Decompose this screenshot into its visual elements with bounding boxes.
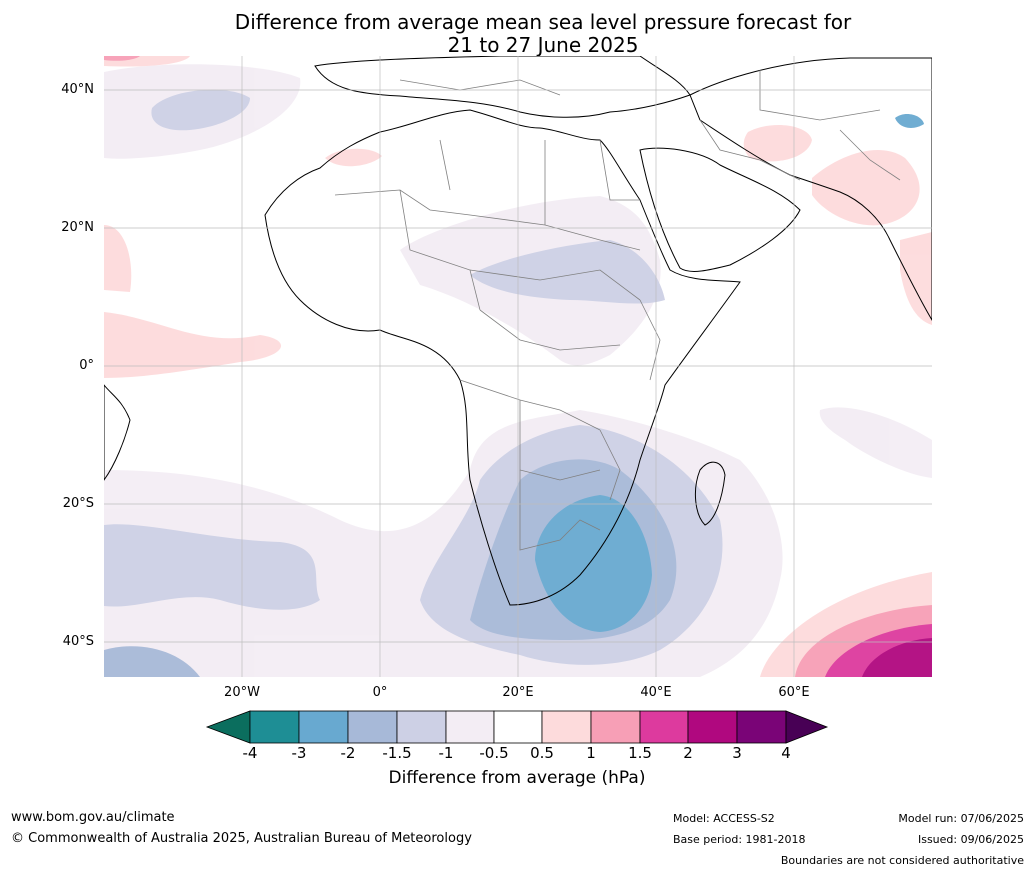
anomaly-west-atlantic-positive bbox=[104, 225, 132, 292]
footer-base-period: Base period: 1981-2018 bbox=[673, 833, 806, 846]
colorbar-box-7 bbox=[541, 710, 592, 744]
colorbar-box-1 bbox=[249, 710, 300, 744]
anomaly-indian-ocean-light bbox=[819, 407, 932, 478]
footer-disclaimer: Boundaries are not considered authoritat… bbox=[780, 854, 1024, 867]
land-masses bbox=[104, 56, 932, 606]
lon-label-40e: 40°E bbox=[640, 685, 672, 700]
colorbar-extend-low bbox=[205, 710, 251, 744]
colorbar-box-3 bbox=[347, 710, 398, 744]
lon-label-20e: 20°E bbox=[502, 685, 534, 700]
lon-label-60e: 60°E bbox=[778, 685, 810, 700]
footer-issued: Issued: 09/06/2025 bbox=[917, 833, 1024, 846]
colorbar-tick: -4 bbox=[242, 744, 258, 762]
anomaly-s-indian-positive-3 bbox=[862, 638, 932, 677]
anomaly-sahel-mid bbox=[470, 240, 665, 304]
colorbar-tick: -2 bbox=[340, 744, 356, 762]
coast-europe bbox=[314, 56, 691, 118]
lat-label-0: 0° bbox=[79, 358, 94, 373]
colorbar-tick: 0.5 bbox=[530, 744, 554, 762]
anomaly-southern-africa-strong bbox=[535, 495, 652, 632]
colorbar-box-9 bbox=[639, 710, 689, 744]
colorbar-tick: -0.5 bbox=[479, 744, 509, 762]
colorbar-tick: 3 bbox=[732, 744, 742, 762]
coast-africa bbox=[264, 109, 741, 606]
anomaly-tibet-negative bbox=[895, 113, 924, 128]
anomaly-shading bbox=[104, 56, 932, 677]
colorbar-tick: 4 bbox=[781, 744, 791, 762]
lat-label-40n: 40°N bbox=[61, 82, 94, 97]
coast-asia bbox=[689, 57, 932, 321]
colorbar-box-8 bbox=[590, 710, 641, 744]
anomaly-top-left-strong bbox=[104, 56, 140, 61]
colorbar-box-10 bbox=[687, 710, 738, 744]
anomaly-iran-positive bbox=[743, 125, 812, 162]
footer-model-run: Model run: 07/06/2025 bbox=[898, 812, 1024, 825]
graticule bbox=[104, 56, 932, 677]
country-borders bbox=[334, 70, 901, 551]
colorbar-box-4 bbox=[396, 710, 447, 744]
lat-label-20n: 20°N bbox=[61, 220, 94, 235]
coast-south-america bbox=[104, 384, 131, 481]
colorbar-tick: 1 bbox=[586, 744, 596, 762]
colorbar bbox=[205, 710, 829, 744]
coast-arabia bbox=[639, 147, 801, 272]
footer-url: www.bom.gov.au/climate bbox=[11, 810, 175, 825]
anomaly-eq-atlantic-positive bbox=[104, 312, 282, 378]
colorbar-tick: 1.5 bbox=[628, 744, 652, 762]
colorbar-tick: -1.5 bbox=[382, 744, 412, 762]
colorbar-box-11 bbox=[736, 710, 787, 744]
lat-label-20s: 20°S bbox=[62, 496, 94, 511]
colorbar-tick: 2 bbox=[683, 744, 693, 762]
anomaly-sw-corner bbox=[104, 646, 200, 677]
anomaly-india-west-positive bbox=[900, 232, 932, 325]
colorbar-tick: -3 bbox=[291, 744, 307, 762]
chart-title-line2: 21 to 27 June 2025 bbox=[447, 33, 639, 57]
footer-model: Model: ACCESS-S2 bbox=[673, 812, 775, 825]
anomaly-india-positive bbox=[812, 150, 920, 226]
lon-label-0: 0° bbox=[372, 685, 388, 700]
lat-label-40s: 40°S bbox=[62, 634, 94, 649]
colorbar-tick: -1 bbox=[438, 744, 454, 762]
chart-title-line1: Difference from average mean sea level p… bbox=[234, 10, 852, 34]
colorbar-box-5 bbox=[445, 710, 495, 744]
colorbar-extend-high bbox=[785, 710, 829, 744]
colorbar-label: Difference from average (hPa) bbox=[388, 768, 646, 788]
coast-madagascar bbox=[694, 461, 726, 526]
colorbar-box-2 bbox=[298, 710, 349, 744]
lon-label-20w: 20°W bbox=[224, 685, 260, 700]
anomaly-north-atlantic-mid bbox=[151, 89, 250, 131]
anomaly-south-atlantic-mid bbox=[104, 524, 320, 610]
footer-copyright: © Commonwealth of Australia 2025, Austra… bbox=[11, 831, 472, 846]
colorbar-box-6 bbox=[493, 710, 543, 744]
